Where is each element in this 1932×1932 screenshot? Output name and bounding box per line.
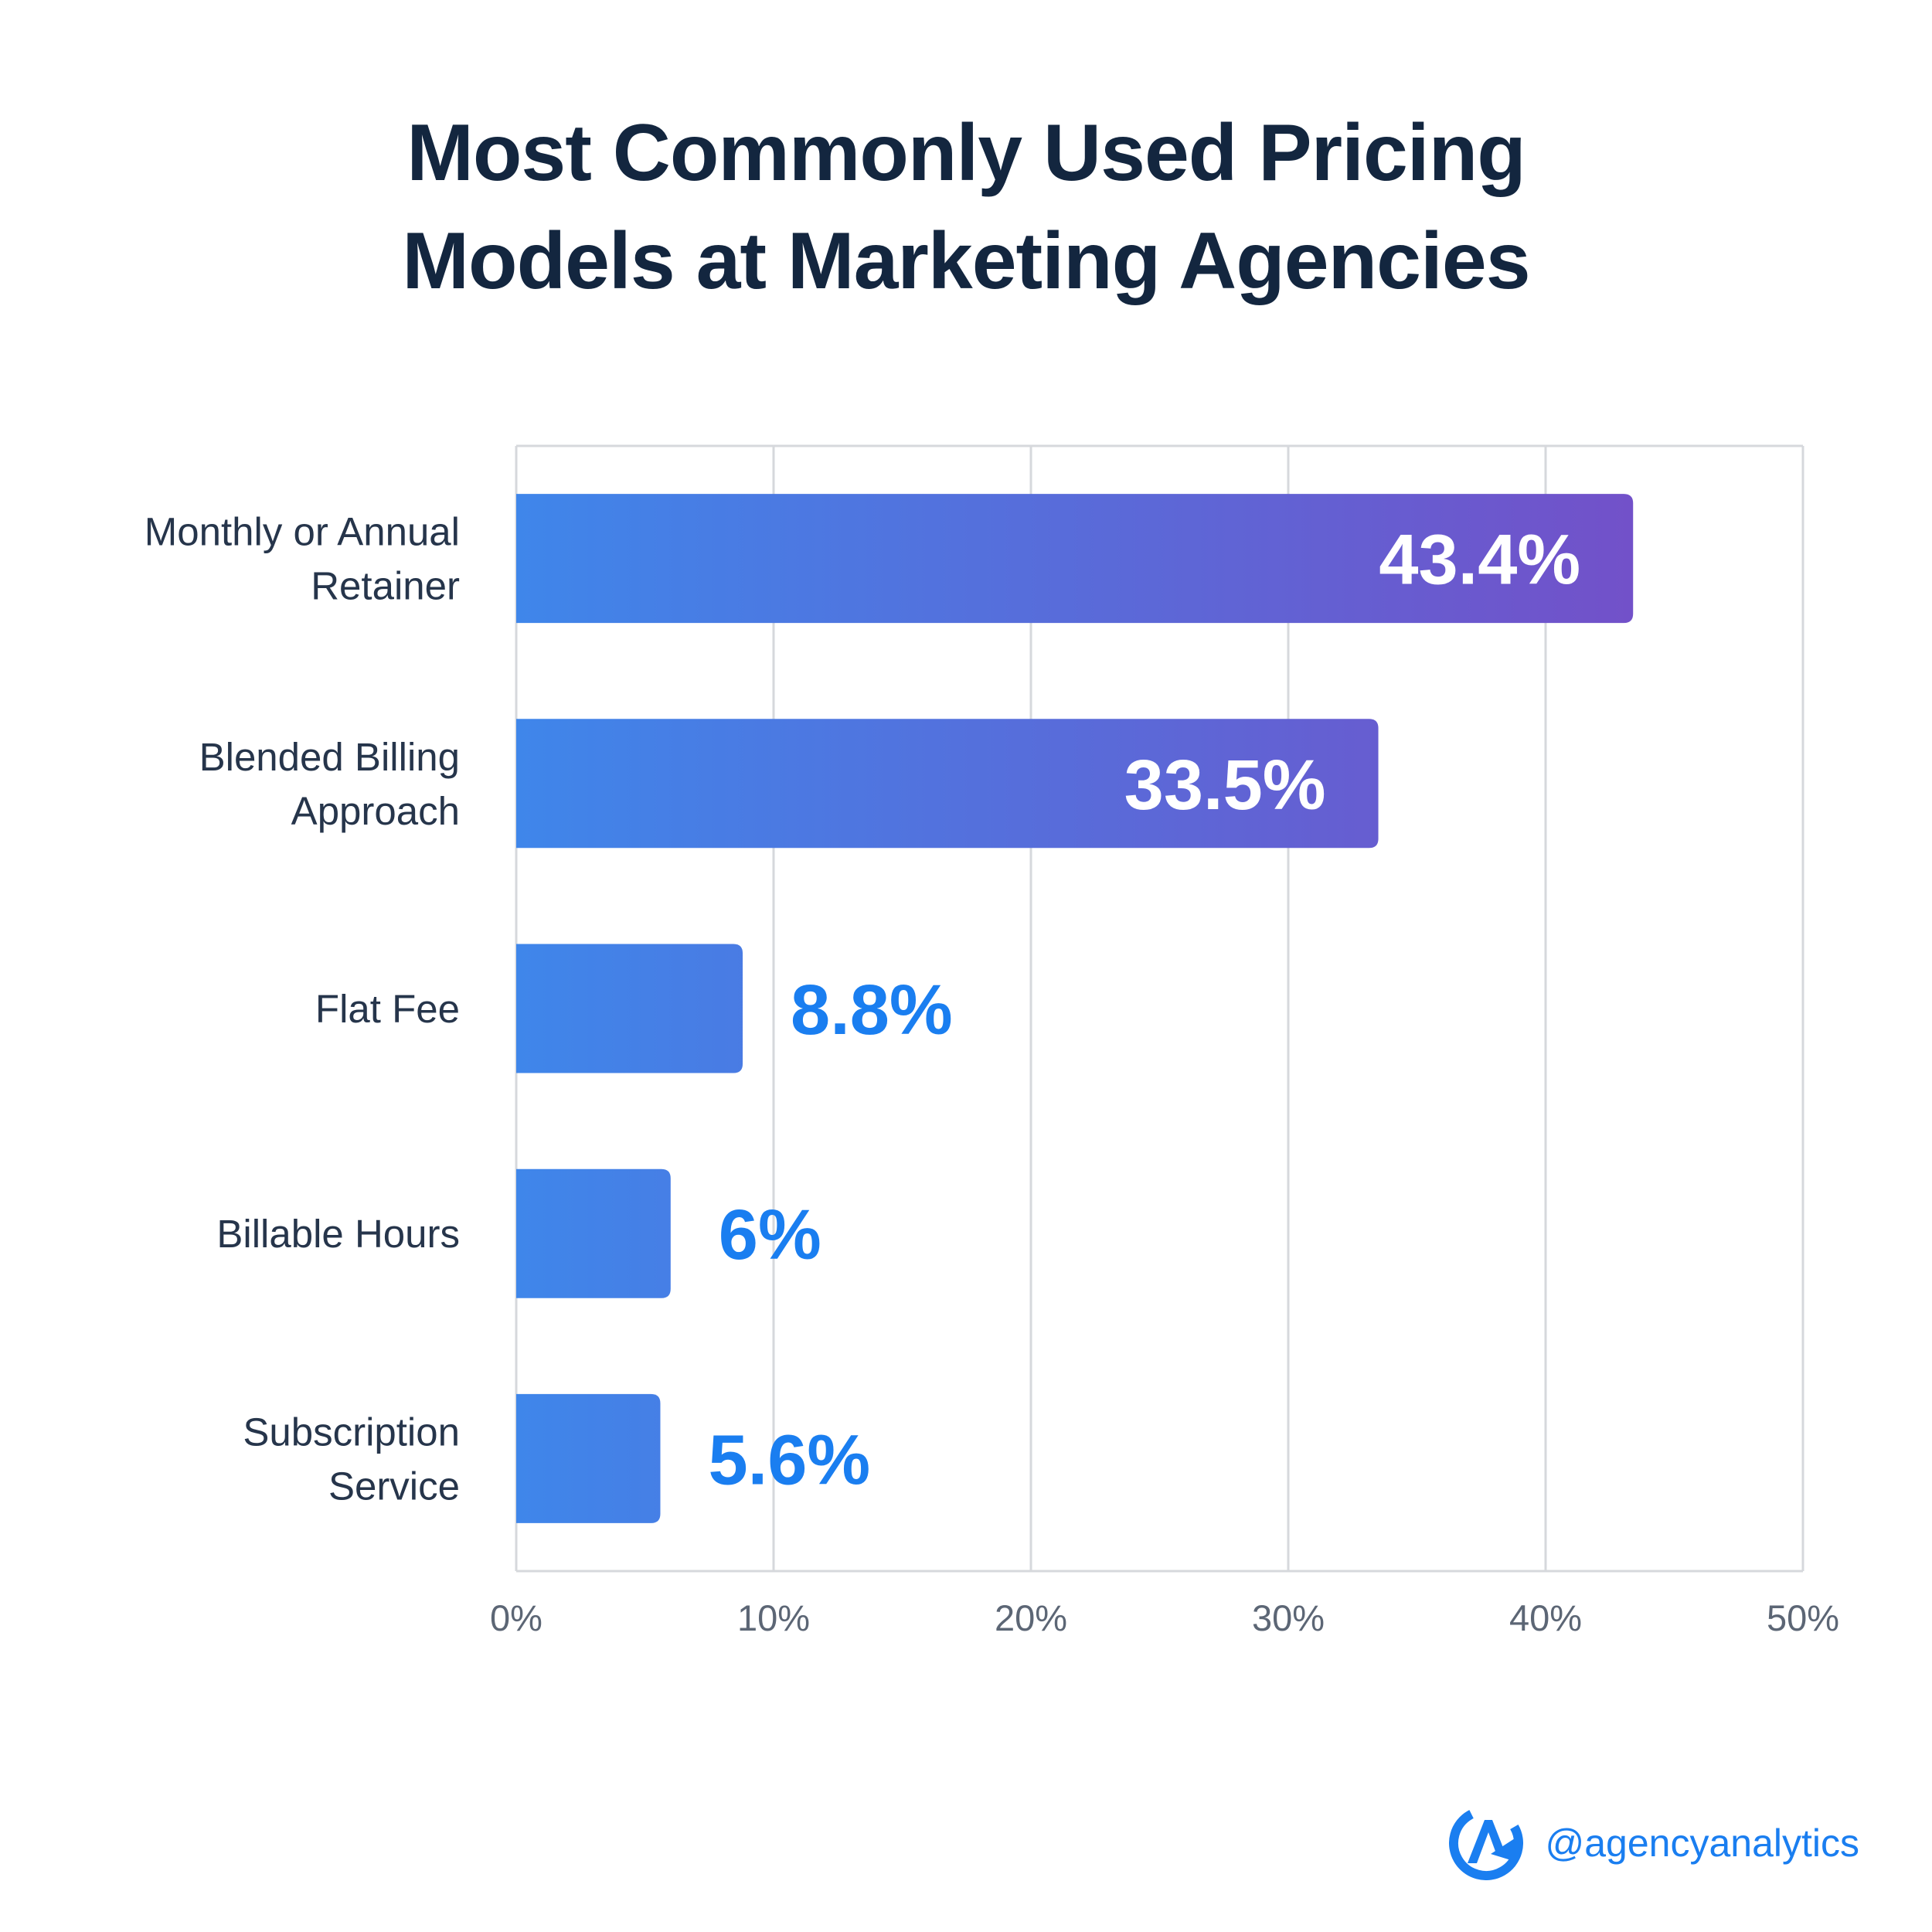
x-tick-label: 0% — [490, 1597, 543, 1638]
category-label: Service — [328, 1464, 460, 1508]
bar-4 — [516, 1393, 661, 1523]
category-label: Billable Hours — [216, 1212, 460, 1256]
x-axis-tick-labels: 0% 10% 20% 30% 40% 50% — [490, 1597, 1839, 1638]
chart-title-line-2: Models at Marketing Agencies — [402, 216, 1530, 306]
data-label: 5.6% — [708, 1420, 870, 1499]
x-tick-label: 50% — [1767, 1597, 1839, 1638]
x-tick-label: 10% — [737, 1597, 810, 1638]
category-label: Retainer — [311, 564, 460, 608]
data-label: 8.8% — [791, 971, 953, 1049]
x-tick-label: 30% — [1252, 1597, 1325, 1638]
category-label: Subscription — [243, 1410, 460, 1454]
bars — [516, 494, 1634, 1523]
bar-3 — [516, 1168, 671, 1298]
category-label: Monthly or Annual — [145, 510, 460, 554]
bar-2 — [516, 944, 743, 1073]
chart-title: Most Commonly Used Pricing Models at Mar… — [0, 99, 1932, 315]
data-label: 33.5% — [1124, 746, 1326, 825]
data-label: 6% — [719, 1196, 821, 1274]
chart-title-line-1: Most Commonly Used Pricing — [406, 108, 1526, 198]
category-labels: Monthly or Annual Retainer Blended Billing… — [145, 510, 460, 1509]
x-tick-label: 40% — [1509, 1597, 1582, 1638]
agencyanalytics-logo-icon — [1449, 1806, 1524, 1880]
category-label: Blended Billing — [199, 735, 460, 779]
data-label: 43.4% — [1379, 521, 1580, 600]
bar-0 — [516, 494, 1634, 624]
bar-1 — [516, 719, 1379, 849]
brand-watermark: @agencyanalytics — [1449, 1804, 1859, 1882]
category-label: Flat Fee — [315, 987, 460, 1031]
category-label: Approach — [291, 789, 460, 833]
x-tick-label: 20% — [995, 1597, 1067, 1638]
brand-handle: @agencyanalytics — [1545, 1821, 1859, 1865]
grid-lines — [515, 444, 1804, 1573]
value-labels: 43.4% 33.5% 8.8% 6% 5.6% — [708, 521, 1580, 1500]
